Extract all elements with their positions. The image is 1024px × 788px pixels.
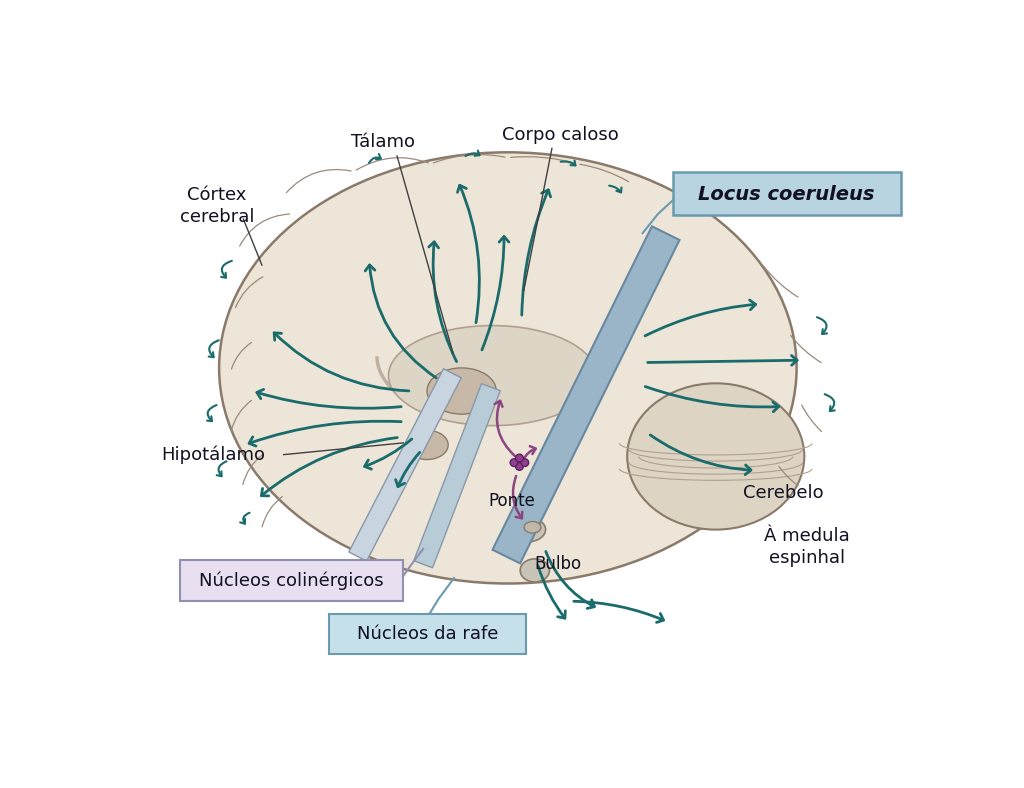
FancyBboxPatch shape: [673, 173, 900, 215]
Text: Tálamo: Tálamo: [351, 133, 415, 151]
Circle shape: [521, 459, 528, 466]
Text: Núcleos colinérgicos: Núcleos colinérgicos: [200, 572, 384, 590]
Text: Locus coeruleus: Locus coeruleus: [698, 185, 874, 204]
Text: Hipotálamo: Hipotálamo: [162, 446, 265, 464]
Circle shape: [510, 459, 518, 466]
Ellipse shape: [219, 152, 797, 583]
Polygon shape: [414, 384, 501, 568]
Ellipse shape: [520, 559, 550, 582]
Ellipse shape: [388, 325, 596, 426]
Ellipse shape: [509, 517, 546, 542]
Ellipse shape: [524, 522, 541, 533]
FancyBboxPatch shape: [330, 614, 526, 653]
Circle shape: [515, 454, 523, 462]
Circle shape: [515, 463, 523, 470]
Text: Córtex
cerebral: Córtex cerebral: [179, 186, 254, 226]
Text: Núcleos da rafe: Núcleos da rafe: [357, 626, 499, 643]
Text: À medula
espinhal: À medula espinhal: [764, 527, 850, 567]
Ellipse shape: [628, 383, 804, 530]
Text: Bulbo: Bulbo: [535, 556, 582, 573]
Polygon shape: [493, 226, 680, 563]
Polygon shape: [349, 369, 462, 561]
Text: Ponte: Ponte: [488, 492, 536, 510]
Text: Cerebelo: Cerebelo: [743, 485, 824, 503]
Text: Corpo caloso: Corpo caloso: [502, 125, 618, 143]
FancyBboxPatch shape: [180, 559, 403, 601]
Ellipse shape: [406, 430, 449, 459]
Ellipse shape: [427, 368, 497, 414]
